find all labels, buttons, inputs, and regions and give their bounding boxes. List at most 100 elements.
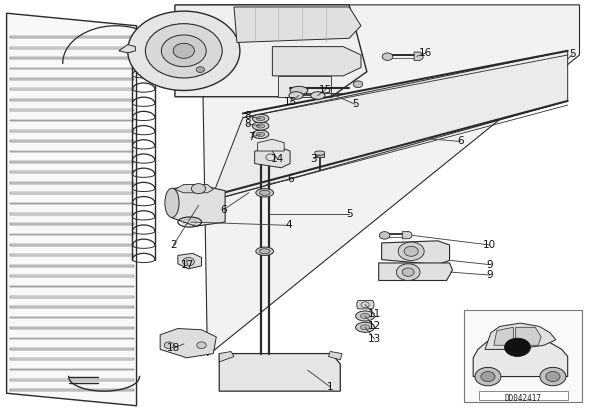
Ellipse shape — [290, 86, 308, 95]
Text: 15: 15 — [319, 85, 332, 95]
Bar — [479, 391, 568, 400]
Text: 6: 6 — [457, 137, 464, 146]
Polygon shape — [219, 354, 340, 391]
Polygon shape — [9, 119, 134, 121]
Circle shape — [382, 53, 393, 60]
Polygon shape — [9, 254, 134, 256]
Ellipse shape — [311, 92, 325, 99]
Polygon shape — [172, 185, 225, 226]
Circle shape — [504, 338, 530, 357]
Polygon shape — [9, 389, 134, 391]
Polygon shape — [175, 5, 367, 97]
Circle shape — [379, 232, 390, 239]
Polygon shape — [403, 232, 412, 239]
Polygon shape — [9, 379, 134, 381]
Text: DD042417: DD042417 — [505, 394, 542, 403]
Polygon shape — [219, 352, 234, 362]
Text: 10: 10 — [483, 240, 496, 250]
Polygon shape — [9, 36, 134, 38]
Polygon shape — [258, 140, 284, 151]
Text: 11: 11 — [368, 309, 381, 319]
Text: 18: 18 — [167, 343, 181, 353]
Text: 16: 16 — [419, 48, 433, 58]
Polygon shape — [9, 182, 134, 184]
Circle shape — [397, 264, 420, 280]
Polygon shape — [9, 192, 134, 194]
Polygon shape — [9, 244, 134, 246]
Polygon shape — [316, 153, 324, 157]
Text: 9: 9 — [487, 270, 493, 280]
Ellipse shape — [256, 124, 265, 128]
Ellipse shape — [259, 190, 270, 195]
Text: 6: 6 — [287, 174, 294, 184]
Text: 15: 15 — [284, 97, 297, 107]
Polygon shape — [7, 13, 137, 406]
Circle shape — [481, 372, 495, 382]
Polygon shape — [9, 275, 134, 277]
Text: 9: 9 — [487, 260, 493, 269]
Ellipse shape — [256, 132, 265, 137]
Ellipse shape — [252, 130, 269, 139]
Polygon shape — [9, 171, 134, 173]
Polygon shape — [9, 296, 134, 298]
Text: 13: 13 — [368, 334, 381, 344]
Circle shape — [191, 184, 205, 194]
Polygon shape — [9, 369, 134, 370]
Ellipse shape — [165, 188, 179, 217]
Polygon shape — [210, 51, 568, 201]
Polygon shape — [357, 300, 374, 309]
Text: 5: 5 — [346, 209, 352, 219]
Polygon shape — [9, 348, 134, 349]
Circle shape — [162, 35, 206, 67]
Polygon shape — [315, 151, 324, 155]
Circle shape — [540, 367, 566, 386]
Ellipse shape — [361, 325, 370, 330]
Polygon shape — [178, 253, 201, 269]
Text: 7: 7 — [248, 132, 255, 142]
Polygon shape — [9, 140, 134, 142]
Polygon shape — [9, 223, 134, 225]
Text: 3: 3 — [310, 153, 317, 163]
Polygon shape — [9, 358, 134, 360]
Circle shape — [398, 242, 424, 261]
Polygon shape — [160, 328, 216, 358]
Circle shape — [196, 67, 204, 72]
Text: 12: 12 — [368, 321, 381, 331]
Circle shape — [165, 342, 173, 349]
Polygon shape — [119, 44, 136, 53]
Text: 5: 5 — [569, 49, 575, 59]
Ellipse shape — [252, 114, 269, 123]
Polygon shape — [255, 147, 290, 168]
Polygon shape — [9, 130, 134, 132]
Ellipse shape — [259, 249, 270, 254]
Circle shape — [475, 367, 501, 386]
Circle shape — [128, 11, 240, 91]
Polygon shape — [9, 57, 134, 59]
Ellipse shape — [256, 116, 265, 121]
Polygon shape — [382, 241, 449, 265]
Circle shape — [182, 258, 194, 266]
Polygon shape — [9, 151, 134, 153]
Text: 17: 17 — [181, 260, 194, 270]
Ellipse shape — [256, 189, 274, 197]
Circle shape — [403, 268, 414, 276]
Polygon shape — [9, 337, 134, 339]
Polygon shape — [9, 161, 134, 163]
Text: 1: 1 — [327, 382, 333, 392]
Text: 8: 8 — [244, 111, 251, 122]
Ellipse shape — [289, 92, 303, 99]
Circle shape — [173, 43, 194, 58]
Ellipse shape — [252, 122, 269, 130]
Polygon shape — [9, 109, 134, 111]
Text: 14: 14 — [271, 153, 284, 163]
Ellipse shape — [361, 313, 370, 318]
Text: 8: 8 — [244, 119, 251, 129]
Polygon shape — [9, 234, 134, 235]
Polygon shape — [272, 47, 361, 76]
Polygon shape — [175, 184, 213, 193]
Polygon shape — [9, 78, 134, 80]
Ellipse shape — [356, 322, 375, 332]
Circle shape — [197, 342, 206, 349]
Polygon shape — [414, 52, 423, 60]
Ellipse shape — [356, 311, 375, 321]
